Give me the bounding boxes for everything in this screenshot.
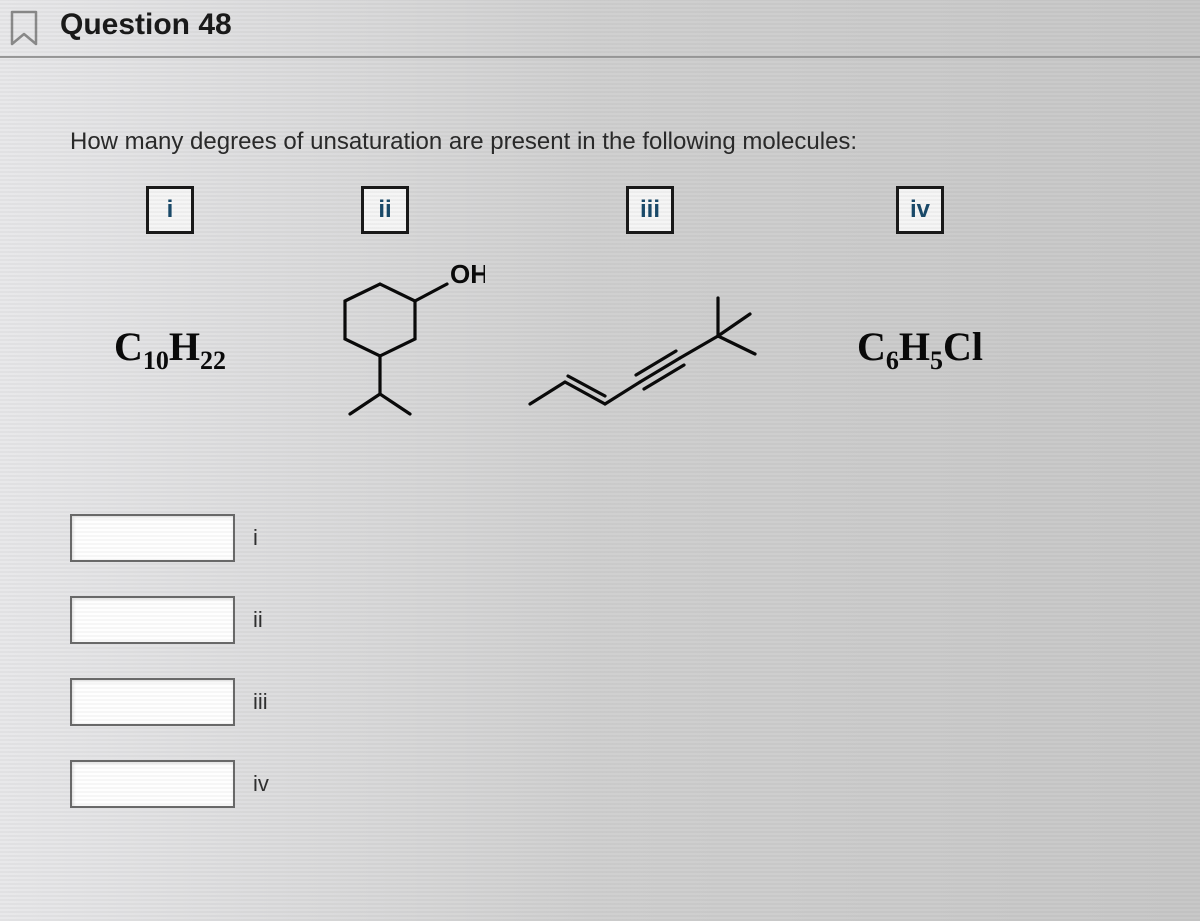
molecules-row: C10H22 OH — [70, 254, 1130, 444]
bookmark-icon[interactable] — [8, 10, 40, 48]
molecule-labels-row: i ii iii iv — [70, 186, 1130, 234]
answer-row-i: i — [70, 514, 1130, 562]
question-header: Question 48 — [0, 0, 1200, 58]
molecule-ii-structure: OH — [285, 259, 485, 439]
answer-row-ii: ii — [70, 596, 1130, 644]
answer-label-ii: ii — [253, 607, 263, 633]
answer-label-iv: iv — [253, 771, 269, 797]
label-ii: ii — [361, 186, 409, 234]
question-prompt: How many degrees of unsaturation are pre… — [70, 128, 1130, 156]
answer-label-iii: iii — [253, 689, 268, 715]
answer-input-iii[interactable] — [70, 678, 235, 726]
molecule-i-formula: C10H22 — [114, 323, 226, 376]
answer-inputs: i ii iii iv — [70, 514, 1130, 808]
question-title: Question 48 — [60, 8, 232, 42]
answer-input-ii[interactable] — [70, 596, 235, 644]
molecule-iii-structure — [510, 264, 790, 434]
answer-row-iv: iv — [70, 760, 1130, 808]
molecule-iv-formula: C6H5Cl — [857, 323, 983, 376]
label-i: i — [146, 186, 194, 234]
answer-label-i: i — [253, 525, 258, 551]
svg-text:OH: OH — [450, 259, 485, 289]
answer-row-iii: iii — [70, 678, 1130, 726]
answer-input-i[interactable] — [70, 514, 235, 562]
answer-input-iv[interactable] — [70, 760, 235, 808]
label-iv: iv — [896, 186, 944, 234]
label-iii: iii — [626, 186, 674, 234]
question-content: How many degrees of unsaturation are pre… — [0, 58, 1200, 838]
